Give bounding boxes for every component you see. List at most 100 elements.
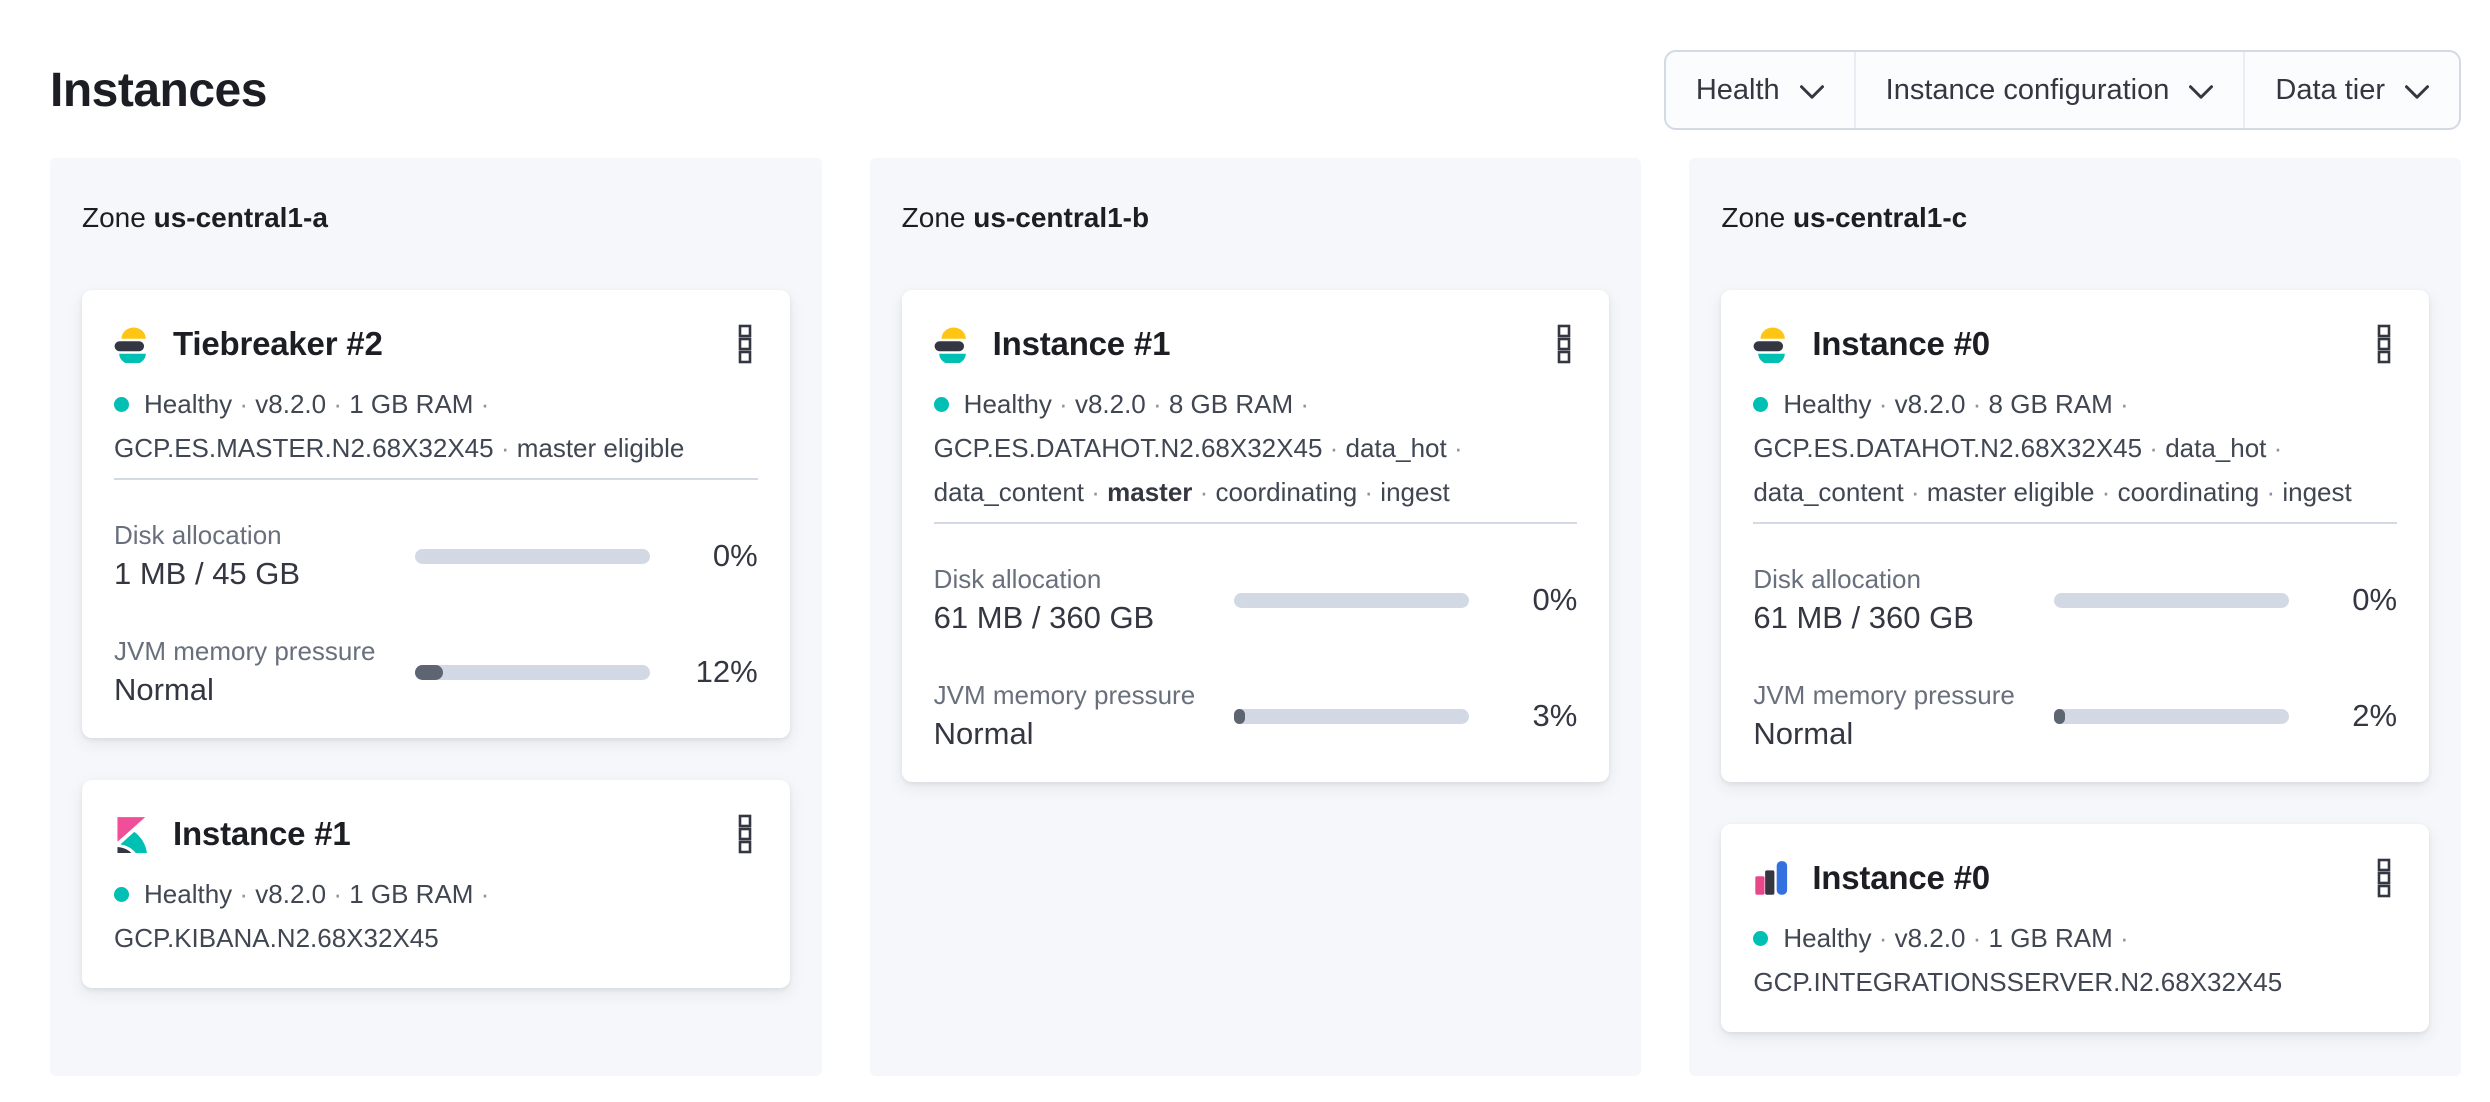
metric-value: 61 MB / 360 GB <box>933 600 1155 635</box>
metric-text: JVM memory pressure Normal <box>1753 678 2054 754</box>
dot-separator: · <box>2266 433 2283 463</box>
metric-meter <box>2054 708 2290 724</box>
filter-label: Instance configuration <box>1885 73 2170 106</box>
instance-menu-button[interactable] <box>2371 322 2397 366</box>
dot-separator: · <box>326 389 350 419</box>
dot-separator: · <box>473 879 490 909</box>
instance-title: Tiebreaker #2 <box>173 325 383 362</box>
meta-line: GCP.ES.DATAHOT.N2.68X32X45 · data_hot · <box>1753 433 2283 463</box>
zone-header: Zone us-central1-c <box>1721 200 2429 236</box>
kibana-logo <box>114 816 151 853</box>
dot-separator: · <box>2094 477 2118 507</box>
instance-meta: Healthy · v8.2.0 · 8 GB RAM · GCP.ES.DATA… <box>1753 382 2397 514</box>
metric-label: Disk allocation <box>1753 564 1921 594</box>
metric-meter <box>1234 592 1470 608</box>
metric-text: JVM memory pressure Normal <box>934 678 1235 754</box>
filter-button-data-tier[interactable]: Data tier <box>2243 52 2459 128</box>
instance-menu-button[interactable] <box>2371 856 2397 900</box>
dot-separator: · <box>1871 923 1895 953</box>
instance-title: Instance #0 <box>1812 325 1990 362</box>
meta-line: GCP.INTEGRATIONSSERVER.N2.68X32X45 <box>1753 967 2283 997</box>
filter-button-instance-configuration[interactable]: Instance configuration <box>1853 52 2244 128</box>
elasticsearch-logo <box>1753 326 1790 363</box>
metric-label: JVM memory pressure <box>114 636 376 666</box>
filter-label: Data tier <box>2275 73 2385 106</box>
metric-percent: 0% <box>1532 582 1578 617</box>
card-header: Tiebreaker #2 <box>114 322 758 366</box>
metric-meter <box>414 664 650 680</box>
metric-label: Disk allocation <box>933 564 1102 594</box>
zone-label: Zone <box>1721 202 1786 233</box>
dot-separator: · <box>473 389 490 419</box>
health-dot <box>1753 931 1769 946</box>
instance-card: Instance #0 Healthy · v8.2.0 · 8 GB RAM ·… <box>1721 290 2430 782</box>
instance-card: Instance #1 Healthy · v8.2.0 · 8 GB RAM ·… <box>901 290 1610 782</box>
elasticsearch-logo <box>934 326 971 363</box>
metric-label: JVM memory pressure <box>1753 680 2015 710</box>
zone-name: us-central1-c <box>1792 202 1968 233</box>
filter-button-health[interactable]: Health <box>1666 52 1854 128</box>
metric-percent: 12% <box>695 654 758 689</box>
chevron-down-icon <box>2405 84 2429 99</box>
instance-card: Instance #1 Healthy · v8.2.0 · 1 GB RAM ·… <box>82 780 790 988</box>
boxes-vertical-icon <box>738 814 752 854</box>
instance-card: Tiebreaker #2 Healthy · v8.2.0 · 1 GB RAM… <box>82 290 790 738</box>
meta-line: Healthy · v8.2.0 · 1 GB RAM · <box>1753 916 2397 960</box>
metrics-list: Disk allocation 61 MB / 360 GB 0% JVM memor… <box>1753 562 2397 754</box>
metric-label: Disk allocation <box>114 520 282 550</box>
meta-line: data_content · master eligible · coordin… <box>1753 477 2352 507</box>
instance-meta: Healthy · v8.2.0 · 1 GB RAM · GCP.KIBANA.… <box>114 872 758 960</box>
dot-separator: · <box>1871 389 1895 419</box>
card-header: Instance #1 <box>934 322 1578 366</box>
zone-header: Zone us-central1-a <box>82 200 790 236</box>
instance-menu-button[interactable] <box>732 322 758 366</box>
dot-separator: · <box>2112 923 2129 953</box>
metric-meter <box>2054 592 2290 608</box>
dot-separator: · <box>2112 389 2129 419</box>
dot-separator: · <box>2259 477 2283 507</box>
health-dot <box>114 397 129 412</box>
instance-title: Instance #1 <box>992 325 1171 362</box>
meta-line: Healthy · v8.2.0 · 1 GB RAM · <box>114 382 758 426</box>
metric-value: 61 MB / 360 GB <box>1753 600 1974 635</box>
dot-separator: · <box>1322 433 1346 463</box>
zone-panel-us-central1-c: Zone us-central1-c Instance #0 Healthy · v… <box>1689 158 2462 1076</box>
instance-menu-button[interactable] <box>1551 322 1577 366</box>
metric-label: JVM memory pressure <box>933 680 1196 710</box>
zone-header: Zone us-central1-b <box>902 200 1610 236</box>
meta-line: Healthy · v8.2.0 · 8 GB RAM · <box>1753 382 2397 426</box>
instance-meta: Healthy · v8.2.0 · 1 GB RAM · GCP.ES.MAST… <box>114 382 758 470</box>
dot-separator: · <box>232 879 256 909</box>
card-header: Instance #1 <box>114 812 758 856</box>
dot-separator: · <box>1446 433 1463 463</box>
health-dot <box>933 397 949 412</box>
page-title: Instances <box>50 63 267 117</box>
chevron-down-icon <box>2189 84 2214 99</box>
dot-separator: · <box>493 433 517 463</box>
instance-meta: Healthy · v8.2.0 · 1 GB RAM · GCP.INTEGRA… <box>1753 916 2397 1004</box>
instances-page: Instances Health Instance configuration Da… <box>50 50 2462 1076</box>
health-dot <box>114 887 129 902</box>
meta-line: GCP.ES.DATAHOT.N2.68X32X45 · data_hot · <box>933 433 1463 463</box>
metric-row: Disk allocation 1 MB / 45 GB 0% <box>114 518 758 594</box>
instance-meta: Healthy · v8.2.0 · 8 GB RAM · GCP.ES.DATA… <box>933 382 1578 514</box>
metric-row: Disk allocation 61 MB / 360 GB 0% <box>934 562 1578 638</box>
zone-name: us-central1-b <box>973 202 1150 233</box>
zone-panel-us-central1-b: Zone us-central1-b Instance #1 Healthy · v… <box>869 158 1642 1076</box>
zone-panel-us-central1-a: Zone us-central1-a Tiebreaker #2 Healthy ·… <box>50 158 822 1076</box>
boxes-vertical-icon <box>1557 324 1571 364</box>
metrics-list: Disk allocation 61 MB / 360 GB 0% JVM memor… <box>934 562 1578 754</box>
dot-separator: · <box>1051 389 1075 419</box>
meter-fill <box>414 664 443 680</box>
metric-percent: 0% <box>712 538 758 573</box>
instance-menu-button[interactable] <box>732 812 758 856</box>
zones-row: Zone us-central1-a Tiebreaker #2 Healthy ·… <box>50 158 2462 1076</box>
metric-text: Disk allocation 61 MB / 360 GB <box>1753 562 2054 638</box>
dot-separator: · <box>232 389 256 419</box>
metric-meter <box>414 548 650 564</box>
card-divider <box>114 478 758 480</box>
metric-text: Disk allocation 61 MB / 360 GB <box>934 562 1235 638</box>
integrations-server-logo <box>1753 860 1790 897</box>
meta-line: data_content · master · coordinating · i… <box>933 477 1450 507</box>
metric-percent: 0% <box>2352 582 2398 617</box>
